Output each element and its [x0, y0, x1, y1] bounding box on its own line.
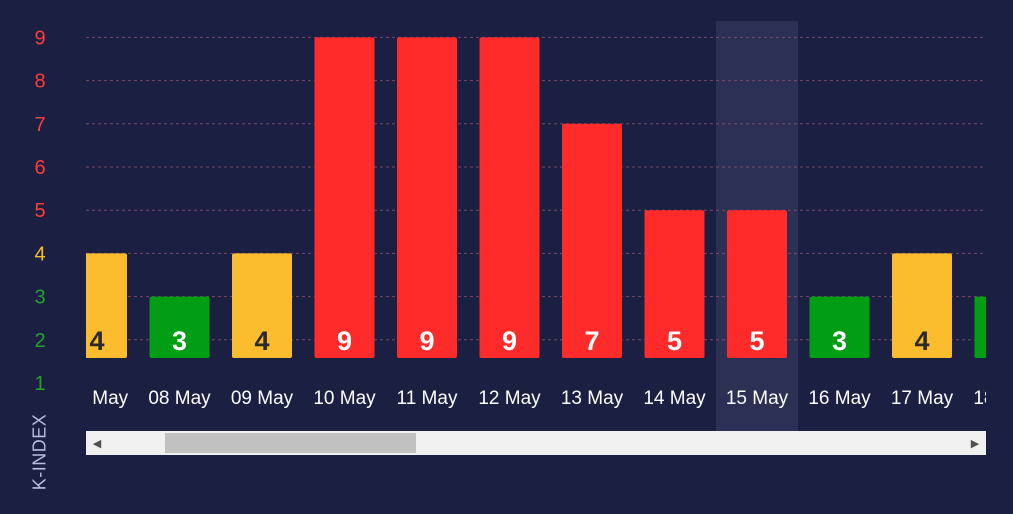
bar[interactable] [974, 296, 1013, 358]
bar[interactable] [644, 210, 705, 358]
y-tick-label: 7 [34, 114, 45, 136]
bar-value-label: 9 [502, 326, 517, 356]
y-tick-label: 1 [34, 373, 45, 395]
bar-value-label: 5 [749, 326, 764, 356]
bar-value-label: 9 [337, 326, 352, 356]
bar[interactable] [479, 37, 540, 359]
y-tick-label: 4 [34, 243, 45, 265]
bar-value-label: 9 [419, 326, 434, 356]
bar[interactable] [809, 296, 870, 358]
y-tick-label: 5 [34, 200, 45, 222]
bar-value-label: 4 [914, 326, 929, 356]
y-tick-label: 2 [34, 330, 45, 352]
x-tick-label: 15 May [726, 388, 789, 409]
y-tick-label: 3 [34, 287, 45, 309]
bar-value-label: 5 [667, 326, 682, 356]
bar-value-label: 4 [89, 326, 104, 356]
x-tick-label: 11 May [397, 388, 458, 409]
y-tick-label: 9 [34, 27, 45, 49]
x-tick-label: 12 May [478, 388, 541, 409]
bar-value-label: 4 [254, 326, 269, 356]
bar[interactable] [727, 210, 787, 358]
bar[interactable] [397, 37, 457, 359]
x-tick-label: 18 May [973, 388, 1013, 409]
y-tick-label: 6 [34, 157, 45, 179]
bar-value-label: 3 [172, 326, 187, 356]
bar[interactable] [67, 253, 127, 358]
x-tick-label: 16 May [808, 388, 871, 409]
bar-value-label: 3 [832, 326, 847, 356]
x-tick-label: 17 May [891, 388, 954, 409]
x-tick-label: 08 May [148, 388, 211, 409]
bar-value-label: 3 [997, 326, 1012, 356]
x-tick-label: 07 May [66, 388, 129, 409]
bar[interactable] [562, 123, 622, 358]
bar[interactable] [892, 253, 952, 358]
scroll-left-arrow-icon[interactable]: ◀ [92, 437, 102, 450]
bar[interactable] [314, 37, 375, 359]
scroll-right-arrow-icon[interactable]: ▶ [970, 437, 980, 450]
scrollbar-thumb[interactable] [165, 433, 416, 453]
x-tick-label: 14 May [643, 388, 706, 409]
y-tick-label: 8 [34, 71, 45, 93]
x-tick-label: 13 May [561, 388, 624, 409]
x-tick-label: 10 May [313, 388, 376, 409]
x-tick-label: 09 May [231, 388, 294, 409]
bar[interactable] [149, 296, 210, 358]
bar-value-label: 7 [584, 326, 599, 356]
horizontal-scrollbar[interactable]: ◀ ▶ [86, 431, 986, 455]
bar[interactable] [232, 253, 292, 358]
y-axis-label: K-INDEX [29, 413, 50, 491]
